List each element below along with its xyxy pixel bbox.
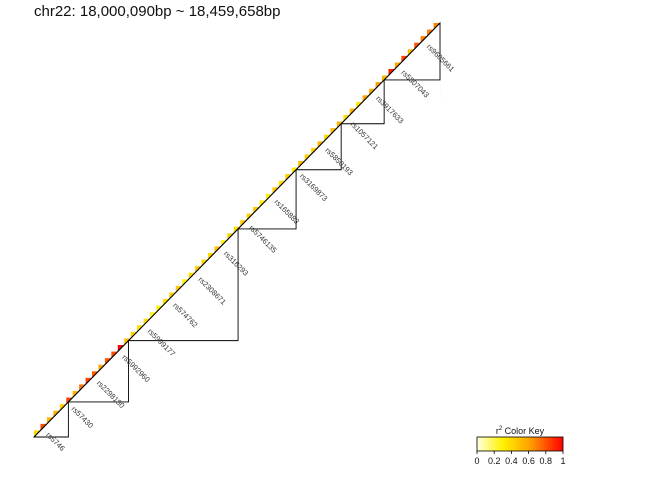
color-key-bar [476,436,564,452]
color-key-title-rest: Color Key [502,426,545,436]
color-key: r2 Color Key 0 0.2 0.4 0.6 0.8 1 [474,426,565,466]
color-key-title-sup: 2 [499,426,503,432]
color-key-title: r2 Color Key [496,426,545,436]
color-key-tick-label: 0 [474,456,479,466]
color-key-tick-label: 0.8 [540,456,553,466]
color-key-tick-label: 0.6 [522,456,535,466]
diagonal-line [33,22,441,438]
color-key-ticks: 0 0.2 0.4 0.6 0.8 1 [474,451,566,466]
color-key-tick-label: 1 [560,456,565,466]
color-key-tick-label: 0.4 [505,456,518,466]
color-key-title-r: r [496,426,499,436]
chart-title: chr22: 18,000,090bp ~ 18,459,658bp [34,3,280,20]
color-key-tick-label: 0.2 [488,456,501,466]
